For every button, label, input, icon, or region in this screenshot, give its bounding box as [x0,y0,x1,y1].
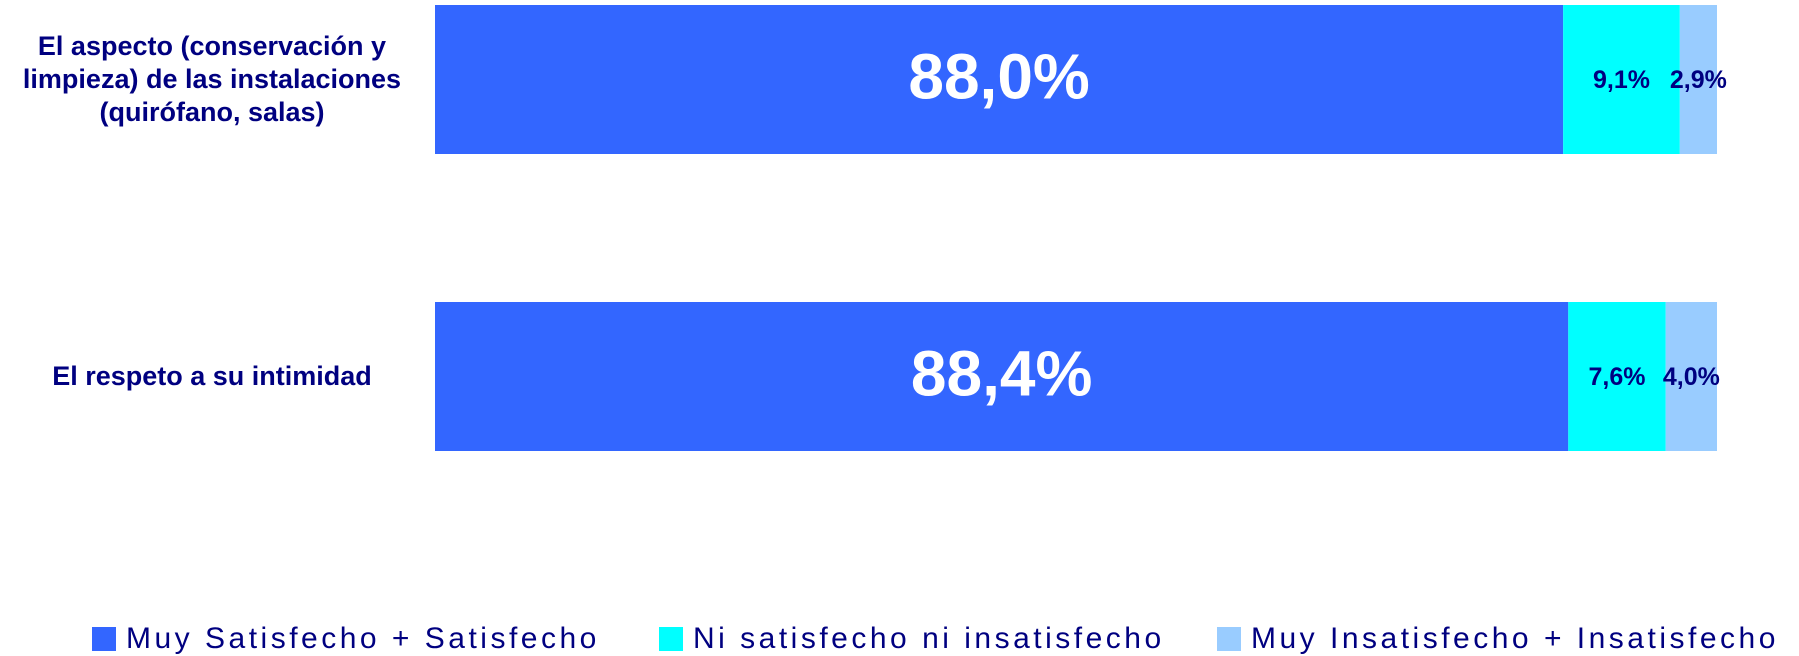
legend-swatch [659,627,683,651]
legend-label: Muy Insatisfecho + Insatisfecho [1251,622,1779,655]
bar-segment [1563,5,1680,154]
data-label: 7,6% [1589,363,1646,391]
data-label: 4,0% [1663,363,1720,391]
bar-segment [1568,302,1666,451]
legend-label: Muy Satisfecho + Satisfecho [126,622,600,655]
bar-segment [435,302,1569,451]
category-label: El respeto a su intimidad [52,361,372,391]
category-label-box: El aspecto (conservación y limpieza) de … [22,31,402,127]
bar-segment [1665,302,1717,451]
category-label: El aspecto (conservación y limpieza) de … [22,31,402,127]
legend-swatch [92,627,116,651]
category-label-box: El respeto a su intimidad [52,361,372,391]
data-label: 9,1% [1593,66,1650,94]
legend-swatch [1217,627,1241,651]
legend-label: Ni satisfecho ni insatisfecho [693,622,1165,655]
data-label: 88,0% [908,40,1089,112]
data-label: 2,9% [1670,66,1727,94]
data-label: 88,4% [911,337,1092,409]
bar-segment [1679,5,1717,154]
bar-segment [435,5,1564,154]
